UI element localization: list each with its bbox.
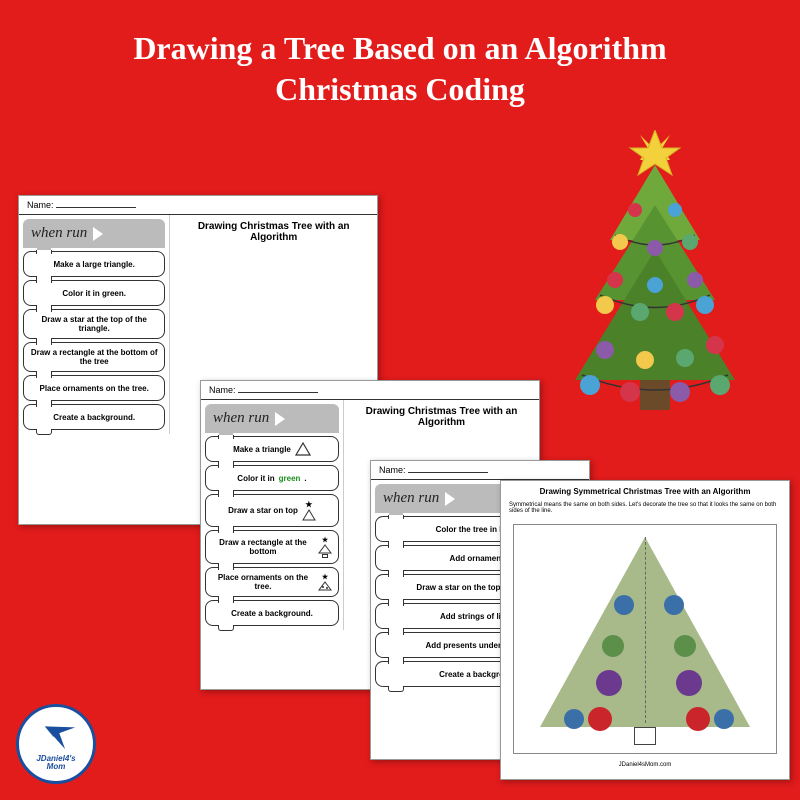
logo-text: JDaniel4'sMom bbox=[36, 755, 75, 771]
ornament bbox=[676, 670, 702, 696]
symmetry-description: Symmetrical means the same on both sides… bbox=[501, 502, 789, 518]
code-block: Place ornaments on the tree.★ bbox=[205, 567, 339, 597]
code-block: Draw a star at the top of the triangle. bbox=[23, 309, 165, 339]
play-icon bbox=[445, 492, 455, 506]
logo-badge: JDaniel4'sMom bbox=[16, 704, 96, 784]
christmas-tree-illustration bbox=[540, 130, 770, 430]
code-block: Draw a star on top★ bbox=[205, 494, 339, 527]
ornament bbox=[564, 709, 584, 729]
worksheet-title: Drawing Symmetrical Christmas Tree with … bbox=[501, 481, 789, 502]
code-block: Make a triangle bbox=[205, 436, 339, 462]
worksheet-4-symmetry: Drawing Symmetrical Christmas Tree with … bbox=[500, 480, 790, 780]
when-run-block: when run bbox=[23, 219, 165, 248]
name-field: Name: bbox=[371, 461, 589, 480]
symmetry-trunk bbox=[634, 727, 656, 745]
credit-text: JDaniel4sMom.com bbox=[501, 760, 789, 770]
code-block: Color it in green . bbox=[205, 465, 339, 491]
play-icon bbox=[93, 227, 103, 241]
name-field: Name: bbox=[201, 381, 539, 400]
ornament bbox=[664, 595, 684, 615]
ornament bbox=[588, 707, 612, 731]
play-icon bbox=[275, 412, 285, 426]
symmetry-line bbox=[645, 537, 646, 723]
code-block: Color it in green. bbox=[23, 280, 165, 306]
worksheet-title: Drawing Christmas Tree with an Algorithm bbox=[344, 400, 539, 434]
code-block: Draw a rectangle at the bottom★ bbox=[205, 530, 339, 564]
worksheet-title: Drawing Christmas Tree with an Algorithm bbox=[170, 215, 377, 249]
code-block: Create a background. bbox=[23, 404, 165, 430]
title-line1: Drawing a Tree Based on an Algorithm bbox=[0, 30, 800, 67]
code-block: Create a background. bbox=[205, 600, 339, 626]
ornament bbox=[686, 707, 710, 731]
name-field: Name: bbox=[19, 196, 377, 215]
ornament bbox=[714, 709, 734, 729]
code-block: Make a large triangle. bbox=[23, 251, 165, 277]
when-run-block: when run bbox=[205, 404, 339, 433]
ornament bbox=[602, 635, 624, 657]
ornament bbox=[614, 595, 634, 615]
ornament bbox=[674, 635, 696, 657]
title-line2: Christmas Coding bbox=[0, 71, 800, 108]
symmetry-drawing-area bbox=[513, 524, 777, 754]
code-block: Place ornaments on the tree. bbox=[23, 375, 165, 401]
ornament bbox=[596, 670, 622, 696]
code-block: Draw a rectangle at the bottom of the tr… bbox=[23, 342, 165, 372]
paper-plane-icon bbox=[34, 712, 78, 757]
